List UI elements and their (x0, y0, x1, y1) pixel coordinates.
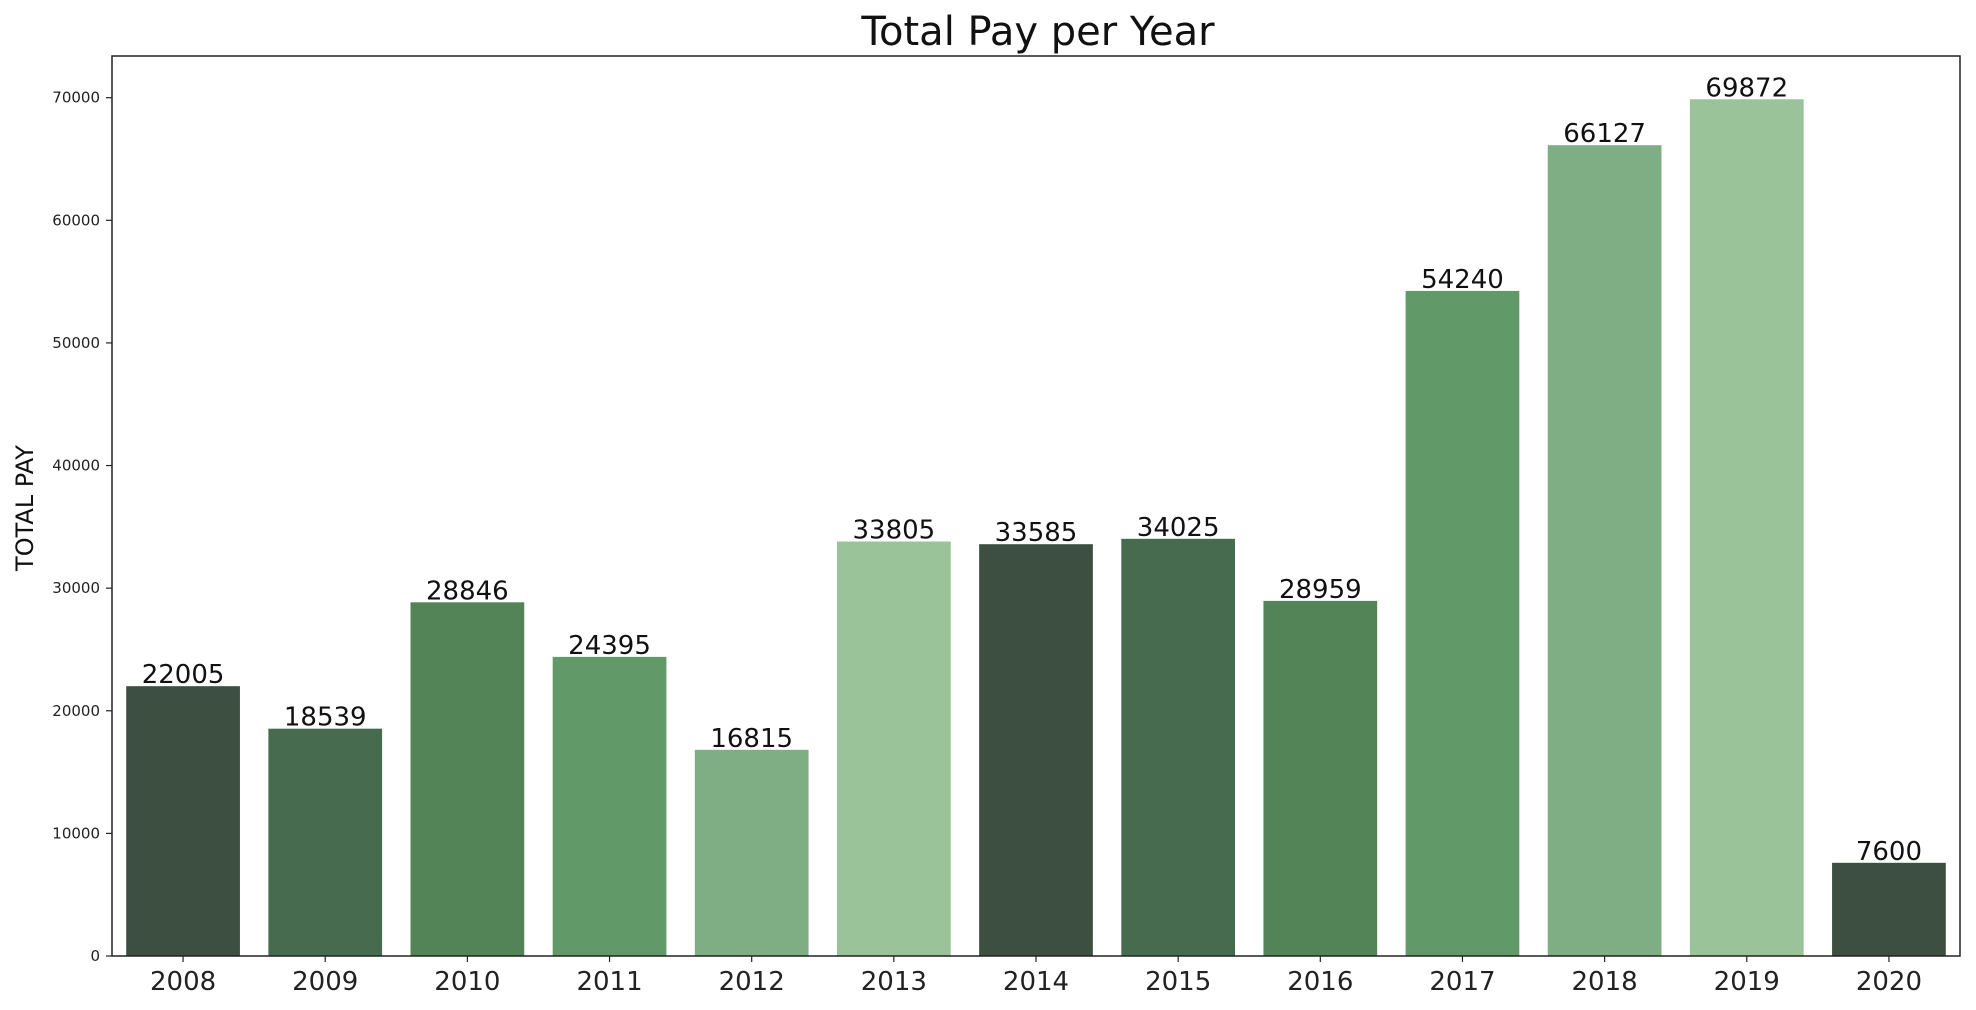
y-tick-label-20000: 20000 (52, 702, 100, 720)
bar-value-label-2009: 18539 (284, 703, 367, 733)
bar-2017 (1405, 290, 1520, 956)
bar-value-label-2011: 24395 (568, 631, 651, 661)
x-tick-label-2008: 2008 (150, 967, 216, 997)
bar-value-label-2016: 28959 (1279, 575, 1362, 605)
bar-2016 (1263, 600, 1378, 956)
bar-value-label-2019: 69872 (1705, 73, 1788, 103)
bar-2020 (1832, 862, 1946, 956)
x-tick-label-2020: 2020 (1856, 967, 1922, 997)
x-tick-label-2015: 2015 (1145, 967, 1211, 997)
bar-2008 (126, 686, 240, 956)
bar-value-label-2018: 66127 (1563, 119, 1646, 149)
bar-2010 (410, 602, 525, 956)
bar-2018 (1547, 145, 1662, 956)
y-tick-label-60000: 60000 (52, 211, 100, 229)
x-tick-label-2014: 2014 (1003, 967, 1069, 997)
bar-2013 (836, 541, 951, 956)
bar-2019 (1689, 99, 1804, 957)
bar-value-label-2013: 33805 (852, 515, 935, 545)
x-tick-label-2018: 2018 (1572, 967, 1638, 997)
x-tick-label-2013: 2013 (861, 967, 927, 997)
y-tick-label-30000: 30000 (52, 579, 100, 597)
bars-layer (126, 99, 1946, 957)
x-tick-label-2009: 2009 (292, 967, 358, 997)
y-axis: 0 10000 20000 30000 40000 50000 60000 70000 (52, 89, 112, 965)
bar-value-label-2012: 16815 (710, 724, 793, 754)
x-tick-label-2017: 2017 (1429, 967, 1495, 997)
bar-2014 (979, 544, 1093, 956)
y-tick-label-0: 0 (90, 947, 100, 965)
bar-value-label-2020: 7600 (1856, 837, 1922, 867)
bar-2015 (1121, 538, 1236, 956)
x-tick-label-2019: 2019 (1714, 967, 1780, 997)
bar-2009 (268, 728, 383, 956)
x-tick-label-2016: 2016 (1287, 967, 1353, 997)
bar-2012 (694, 749, 809, 956)
y-tick-label-70000: 70000 (52, 89, 100, 107)
y-axis-label: TOTAL PAY (11, 445, 39, 572)
bar-value-label-2014: 33585 (995, 518, 1078, 548)
bar-value-label-2008: 22005 (142, 660, 225, 690)
plot-frame (111, 55, 1961, 957)
bar-value-label-2015: 34025 (1137, 513, 1220, 543)
x-tick-label-2010: 2010 (434, 967, 500, 997)
bar-value-label-2017: 54240 (1421, 265, 1504, 295)
bar-2011 (552, 656, 667, 956)
x-axis: 2008 2009 2010 2011 2012 2013 2014 2015 2016 2017… (150, 956, 1922, 997)
chart-title: Total Pay per Year (860, 9, 1215, 55)
y-tick-label-50000: 50000 (52, 334, 100, 352)
bar-labels-layer: 22005 18539 28846 24395 16815 33805 33585 34025… (142, 73, 1922, 867)
x-tick-label-2011: 2011 (576, 967, 642, 997)
x-tick-label-2012: 2012 (719, 967, 785, 997)
bar-value-label-2010: 28846 (426, 576, 509, 606)
y-tick-label-10000: 10000 (52, 824, 100, 842)
y-tick-label-40000: 40000 (52, 457, 100, 475)
